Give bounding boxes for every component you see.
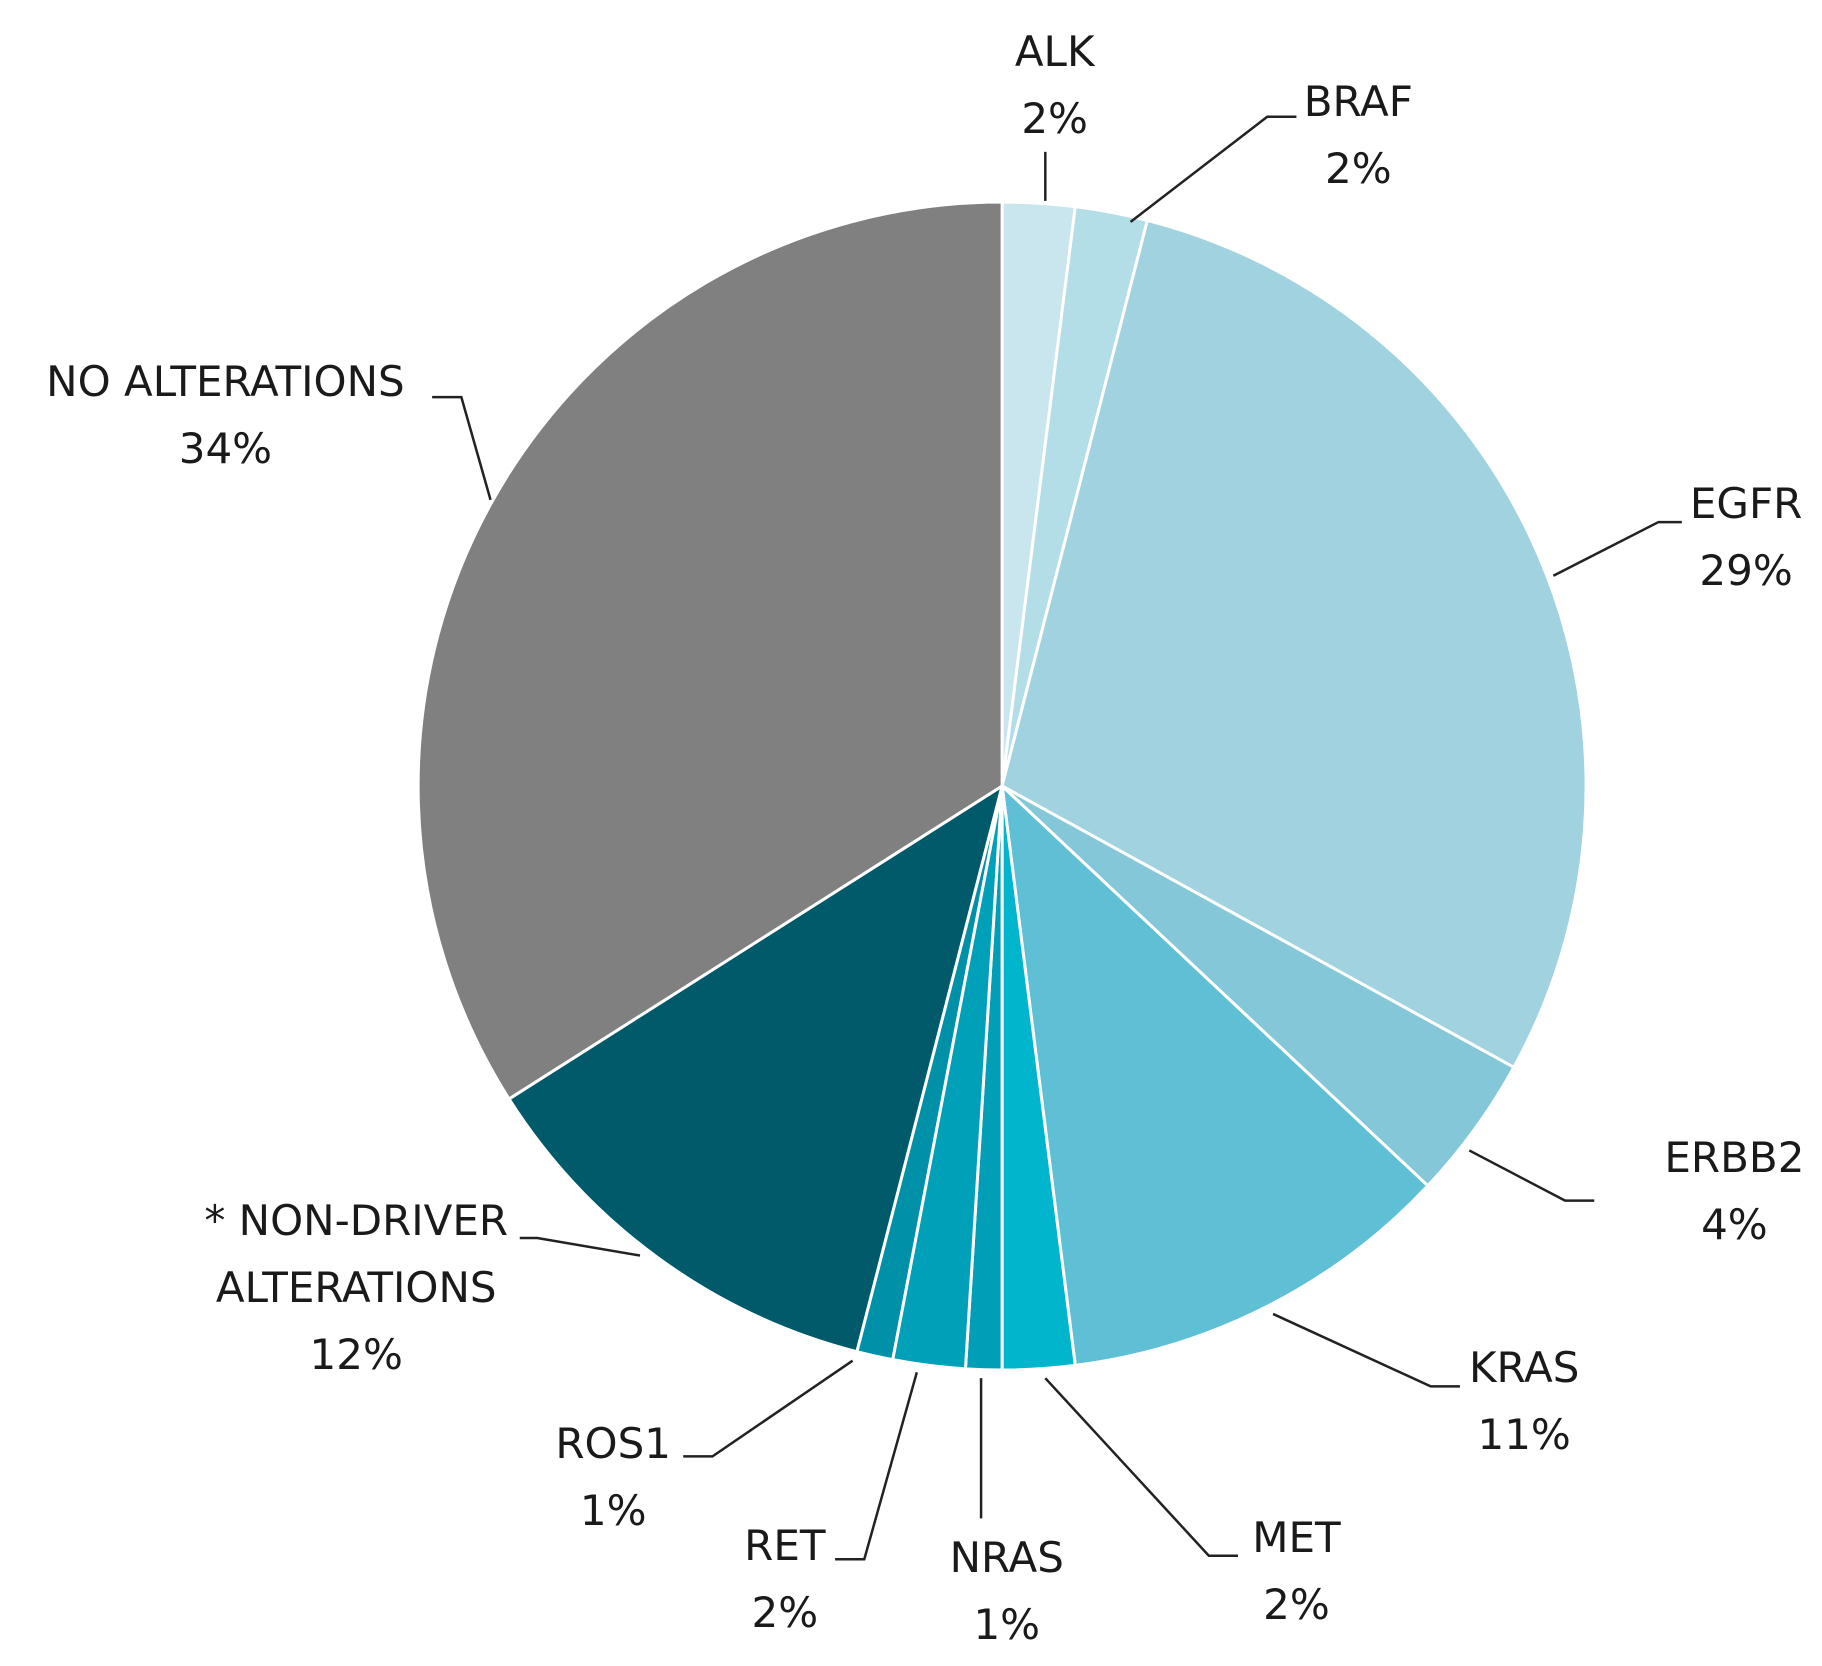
leader-line (1468, 1149, 1595, 1202)
category-label: ALK (1014, 26, 1095, 76)
value-label: 4% (1701, 1199, 1768, 1249)
pie-slice (416, 200, 1004, 1102)
value-label: 2% (751, 1588, 819, 1638)
category-label: NO ALTERATIONS (46, 357, 405, 407)
value-label: 12% (309, 1329, 403, 1379)
leader-line (1272, 1312, 1460, 1388)
value-label: 1% (579, 1485, 647, 1535)
value-label: 2% (1324, 143, 1392, 193)
value-label: 34% (178, 424, 273, 474)
category-label: BRAF (1303, 76, 1413, 126)
value-label: 2% (1263, 1580, 1330, 1630)
category-label: RET (744, 1521, 826, 1571)
category-label: MET (1252, 1513, 1341, 1563)
slice-label: NRAS 1% (950, 1524, 1064, 1658)
leader-line (835, 1372, 919, 1561)
value-label: 2% (1021, 93, 1088, 143)
category-label: * NON-DRIVER ALTERATIONS (204, 1195, 509, 1312)
leader-line (432, 395, 492, 501)
value-label: 1% (973, 1600, 1041, 1650)
pie-slice (506, 782, 1005, 1354)
slice-label: EGFR 29% (1690, 470, 1802, 604)
category-label: ERBB2 (1664, 1132, 1805, 1182)
slice-label: ERBB2 4% (1664, 1124, 1804, 1258)
pie-slice (1000, 218, 1588, 1070)
leader-line (519, 1236, 641, 1257)
category-label: KRAS (1468, 1342, 1580, 1392)
slice-label: BRAF 2% (1304, 68, 1413, 202)
slice-label: MET 2% (1252, 1504, 1340, 1638)
slice-label: ALK 2% (1015, 18, 1095, 152)
leader-line (683, 1359, 854, 1458)
slice-label: RET 2% (744, 1512, 825, 1646)
value-label: 11% (1477, 1409, 1571, 1459)
slice-label: * NON-DRIVER ALTERATIONS 12% (181, 1187, 531, 1388)
category-label: NRAS (949, 1533, 1064, 1583)
slice-label: ROS1 1% (555, 1410, 671, 1544)
slice-label: NO ALTERATIONS 34% (46, 348, 405, 482)
pie-slice (1000, 782, 1430, 1368)
category-label: EGFR (1689, 478, 1803, 528)
leader-line (1129, 115, 1297, 223)
leader-line (1552, 520, 1682, 577)
leader-line (1044, 1377, 1239, 1557)
category-label: ROS1 (555, 1418, 671, 1468)
value-label: 29% (1699, 545, 1793, 595)
slice-label: KRAS 11% (1469, 1334, 1579, 1468)
